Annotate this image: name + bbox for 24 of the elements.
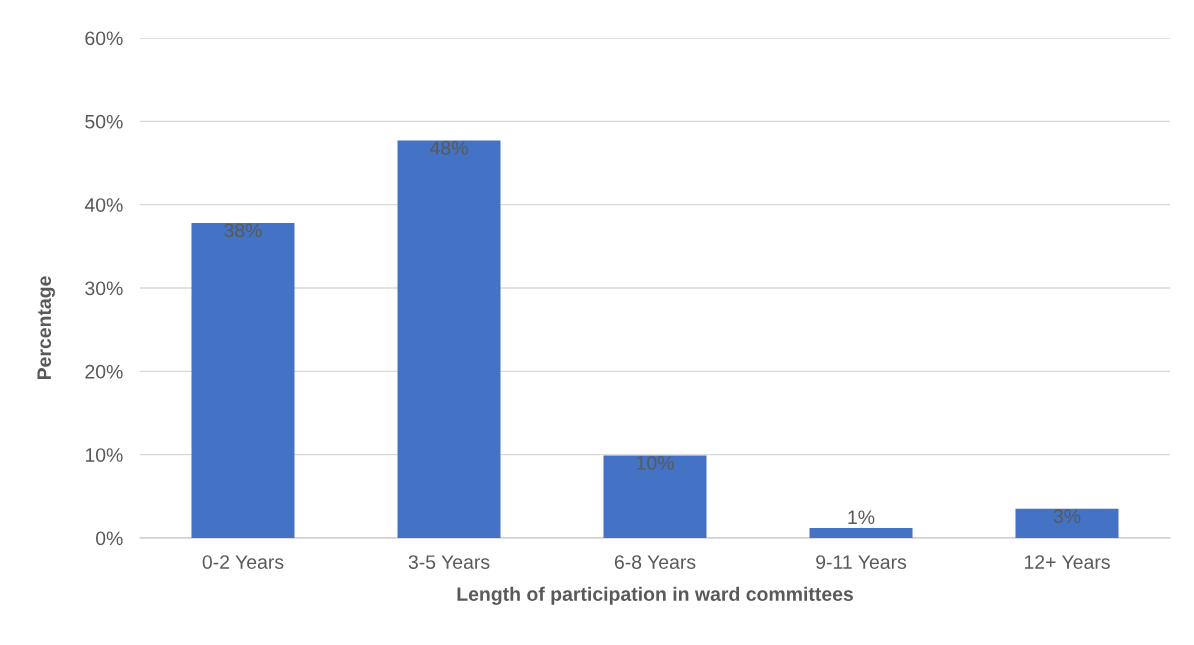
y-tick-label: 30% xyxy=(85,281,123,296)
y-tick-label: 40% xyxy=(84,198,123,212)
data-label: 1% xyxy=(848,510,875,525)
x-tick-label: 6-8 Years xyxy=(614,555,696,569)
x-tick-label: 0-2 Years xyxy=(202,555,284,569)
bar xyxy=(1015,508,1119,538)
y-tick-label: 0% xyxy=(95,531,123,546)
bar xyxy=(603,455,707,538)
data-label: 48% xyxy=(429,141,468,155)
x-tick-label: 3-5 Years xyxy=(408,555,490,569)
data-label: 38% xyxy=(224,223,262,238)
bar xyxy=(809,528,913,538)
x-tick-label: 12+ Years xyxy=(1024,555,1110,569)
y-tick-label: 10% xyxy=(85,448,123,462)
y-tick-label: 20% xyxy=(85,364,123,379)
y-tick-label: 60% xyxy=(85,31,123,46)
y-axis-title: Percentage xyxy=(37,276,55,380)
bar xyxy=(191,223,295,538)
x-axis-title: Length of participation in ward committees xyxy=(457,586,853,605)
x-tick-label: 9-11 Years xyxy=(816,555,907,569)
y-tick-label: 50% xyxy=(85,114,123,129)
data-label: 3% xyxy=(1053,509,1081,524)
data-label: 10% xyxy=(637,456,674,470)
bar xyxy=(397,140,501,538)
